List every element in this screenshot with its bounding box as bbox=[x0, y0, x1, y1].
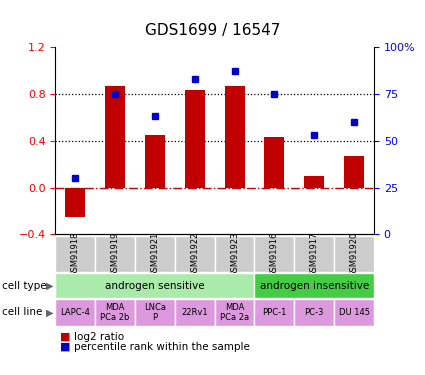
Text: DU 145: DU 145 bbox=[339, 308, 370, 317]
Bar bbox=[344, 156, 364, 188]
Text: cell type: cell type bbox=[2, 280, 47, 291]
Bar bbox=[255, 299, 294, 326]
Text: LAPC-4: LAPC-4 bbox=[60, 308, 90, 317]
Text: GSM91919: GSM91919 bbox=[110, 231, 119, 277]
Text: 22Rv1: 22Rv1 bbox=[181, 308, 208, 317]
Bar bbox=[224, 86, 244, 188]
Text: cell line: cell line bbox=[2, 308, 42, 317]
Text: ■: ■ bbox=[60, 332, 70, 342]
Text: androgen insensitive: androgen insensitive bbox=[260, 280, 369, 291]
Text: ■: ■ bbox=[60, 342, 70, 351]
Bar bbox=[304, 176, 324, 188]
Text: androgen sensitive: androgen sensitive bbox=[105, 280, 205, 291]
Bar bbox=[215, 299, 255, 326]
Bar bbox=[55, 236, 95, 272]
Bar bbox=[294, 299, 334, 326]
Text: MDA
PCa 2a: MDA PCa 2a bbox=[220, 303, 249, 322]
Text: ▶: ▶ bbox=[45, 280, 53, 291]
Text: GSM91923: GSM91923 bbox=[230, 231, 239, 277]
Bar bbox=[334, 236, 374, 272]
Bar bbox=[264, 137, 284, 188]
Bar bbox=[185, 90, 205, 188]
Text: GSM91918: GSM91918 bbox=[71, 231, 79, 277]
Bar bbox=[55, 273, 255, 298]
Bar bbox=[215, 236, 255, 272]
Text: GSM91916: GSM91916 bbox=[270, 231, 279, 277]
Bar bbox=[175, 299, 215, 326]
Text: GDS1699 / 16547: GDS1699 / 16547 bbox=[145, 22, 280, 38]
Bar bbox=[255, 236, 294, 272]
Text: log2 ratio: log2 ratio bbox=[74, 332, 125, 342]
Bar bbox=[65, 188, 85, 217]
Text: GSM91920: GSM91920 bbox=[350, 231, 359, 277]
Text: PPC-1: PPC-1 bbox=[262, 308, 286, 317]
Bar bbox=[95, 299, 135, 326]
Bar bbox=[175, 236, 215, 272]
Text: percentile rank within the sample: percentile rank within the sample bbox=[74, 342, 250, 351]
Bar bbox=[255, 273, 374, 298]
Text: GSM91917: GSM91917 bbox=[310, 231, 319, 277]
Text: MDA
PCa 2b: MDA PCa 2b bbox=[100, 303, 130, 322]
Bar bbox=[135, 299, 175, 326]
Bar bbox=[105, 86, 125, 188]
Text: ▶: ▶ bbox=[45, 308, 53, 317]
Bar bbox=[145, 135, 165, 188]
Bar bbox=[294, 236, 334, 272]
Text: GSM91922: GSM91922 bbox=[190, 231, 199, 277]
Bar bbox=[334, 299, 374, 326]
Bar bbox=[95, 236, 135, 272]
Bar bbox=[135, 236, 175, 272]
Text: PC-3: PC-3 bbox=[305, 308, 324, 317]
Bar bbox=[55, 299, 95, 326]
Text: GSM91921: GSM91921 bbox=[150, 231, 159, 277]
Text: LNCa
P: LNCa P bbox=[144, 303, 166, 322]
